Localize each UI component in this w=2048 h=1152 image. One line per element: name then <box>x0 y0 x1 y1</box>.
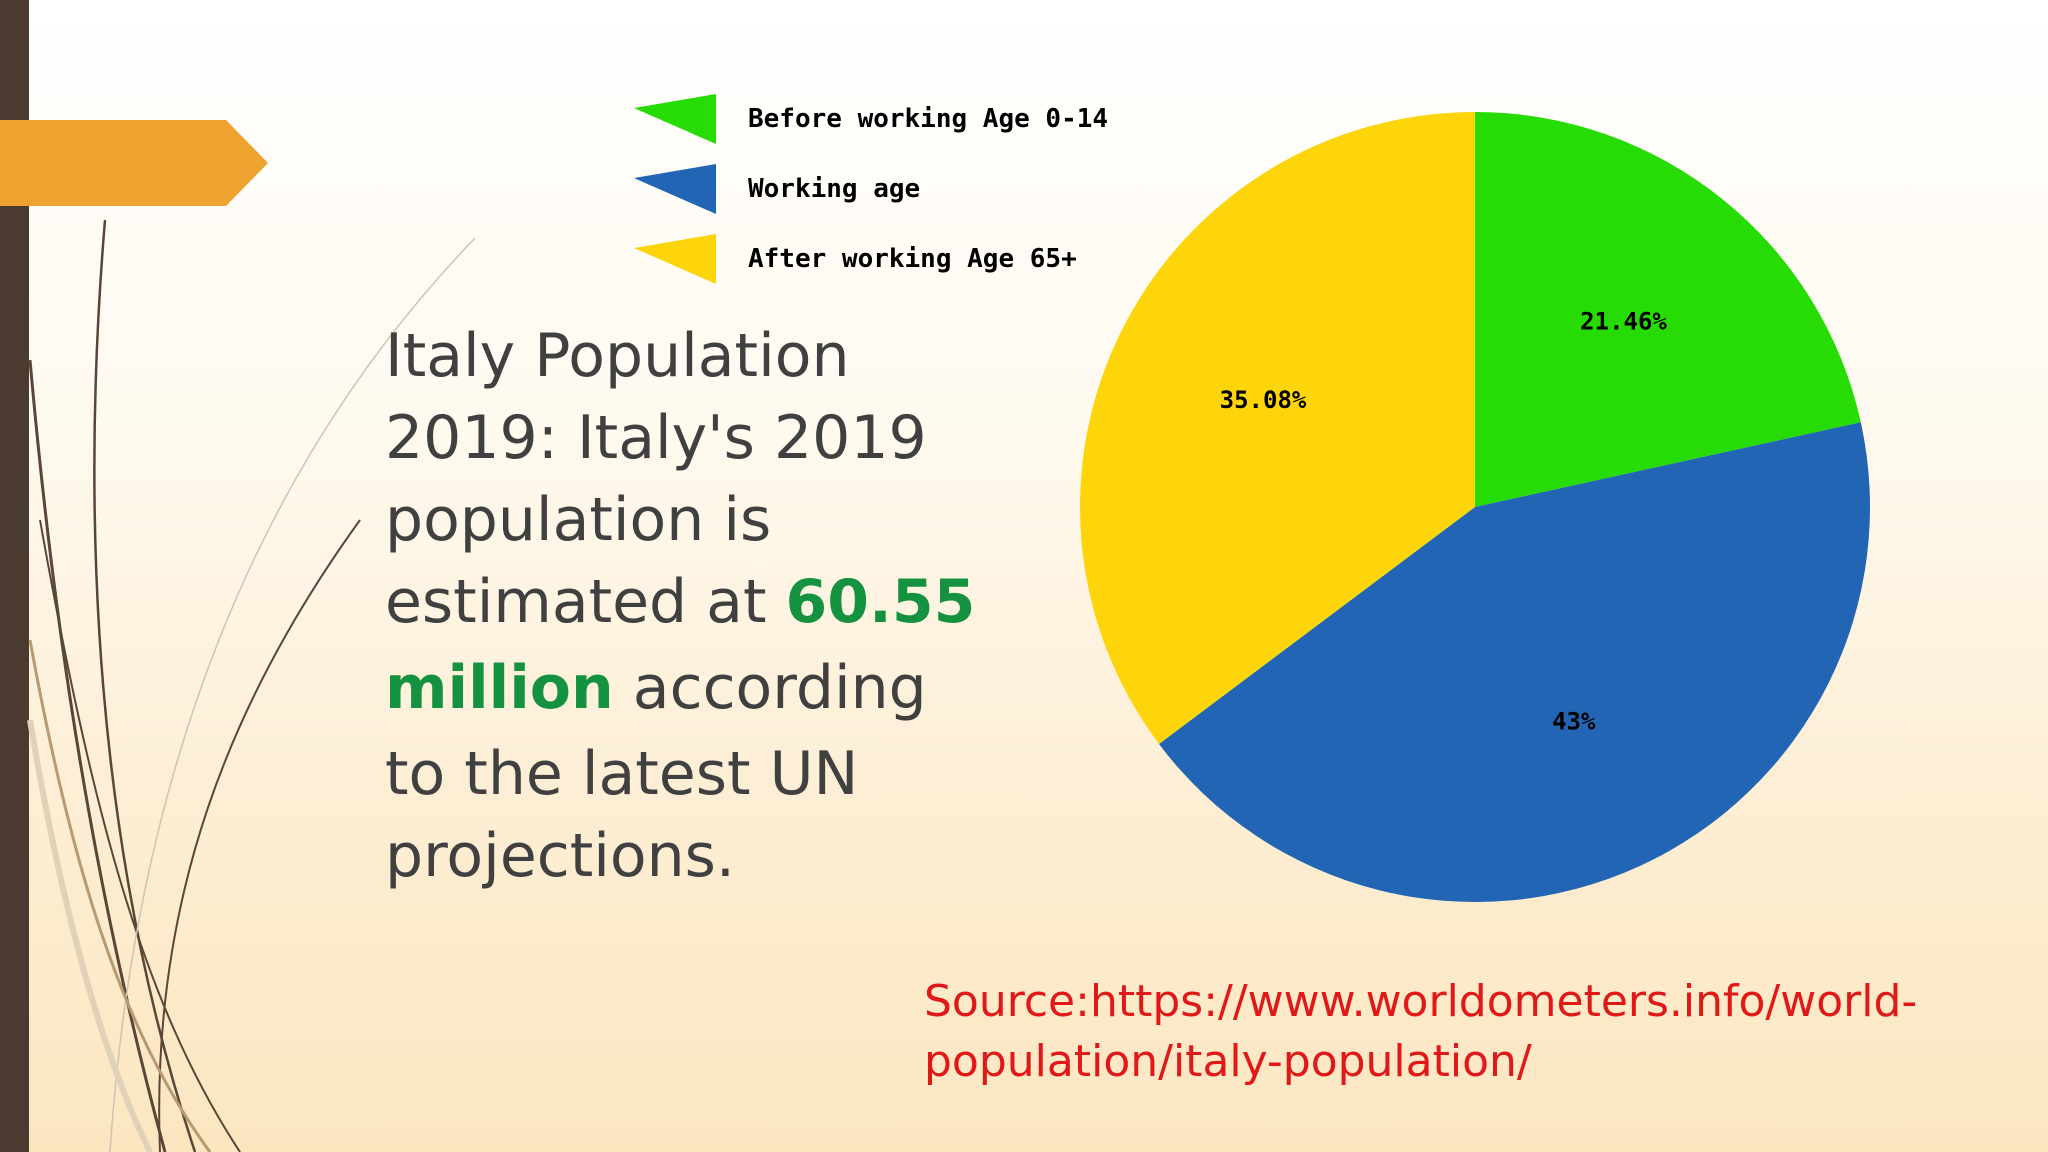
pie-data-label-2: 35.08% <box>1220 386 1307 414</box>
legend-item-after-working-age: After working Age 65+ <box>632 232 1152 286</box>
source-citation: Source:https://www.worldometers.info/wor… <box>924 976 1918 1087</box>
pie-data-label-0: 21.46% <box>1580 307 1667 335</box>
pie-slice-2 <box>1080 112 1475 745</box>
pie-data-label-1: 43% <box>1552 707 1596 735</box>
legend-label: After working Age 65+ <box>748 244 1077 274</box>
orange-arrow-tab <box>0 120 268 206</box>
legend-item-working-age: Working age <box>632 162 1152 216</box>
pie-slice-0 <box>1475 112 1861 507</box>
pie-slice-1 <box>1159 422 1870 902</box>
legend-label: Before working Age 0-14 <box>748 104 1109 134</box>
population-figure: 60.55 <box>785 567 976 637</box>
legend-item-before-working-age: Before working Age 0-14 <box>632 92 1152 146</box>
legend-swatch <box>634 164 716 214</box>
population-unit: million <box>385 653 614 723</box>
slide-title-text: Italy Population 2019: Italy's 2019 popu… <box>385 321 976 891</box>
legend-swatch <box>634 234 716 284</box>
legend-label: Working age <box>748 174 921 204</box>
decorative-stems <box>27 219 476 1152</box>
pie-chart: 21.46% 43% 35.08% <box>1080 112 1870 902</box>
legend-swatch <box>634 94 716 144</box>
